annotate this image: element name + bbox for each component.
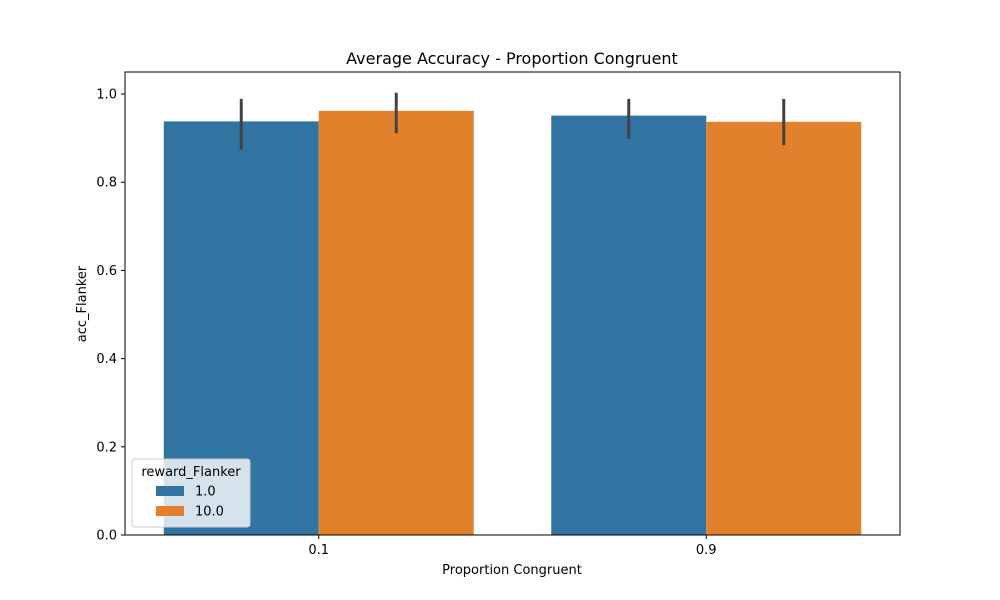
- y-axis: 0.0 0.2 0.4 0.6 0.8 1.0: [96, 88, 125, 544]
- y-tick-label: 0.0: [96, 529, 117, 544]
- legend-label: 10.0: [195, 505, 224, 520]
- x-tick-label: 0.9: [696, 543, 717, 558]
- legend: reward_Flanker 1.0 10.0: [131, 458, 251, 528]
- chart-title: Average Accuracy - Proportion Congruent: [346, 49, 678, 68]
- x-tick-label: 0.1: [308, 543, 329, 558]
- error-bars-layer: [239, 92, 786, 150]
- y-tick-label: 0.6: [96, 264, 117, 279]
- bar-10.0-0.9: [706, 121, 862, 535]
- y-axis-label: acc_Flanker: [75, 265, 90, 342]
- plot-area-frame: [124, 71, 901, 536]
- bars-layer: [163, 110, 862, 536]
- y-tick-label: 0.4: [96, 352, 117, 367]
- y-tick-label: 1.0: [96, 88, 117, 103]
- x-axis: 0.1 0.9: [308, 535, 717, 558]
- legend-title: reward_Flanker: [141, 465, 241, 480]
- bar-1.0-0.9: [551, 115, 707, 535]
- legend-label: 1.0: [195, 485, 216, 500]
- bar-10.0-0.1: [318, 110, 474, 536]
- y-tick-label: 0.2: [96, 440, 117, 455]
- x-axis-label: Proportion Congruent: [442, 563, 582, 578]
- legend-swatch: [156, 486, 184, 496]
- y-tick-label: 0.8: [96, 176, 117, 191]
- legend-swatch: [156, 506, 184, 516]
